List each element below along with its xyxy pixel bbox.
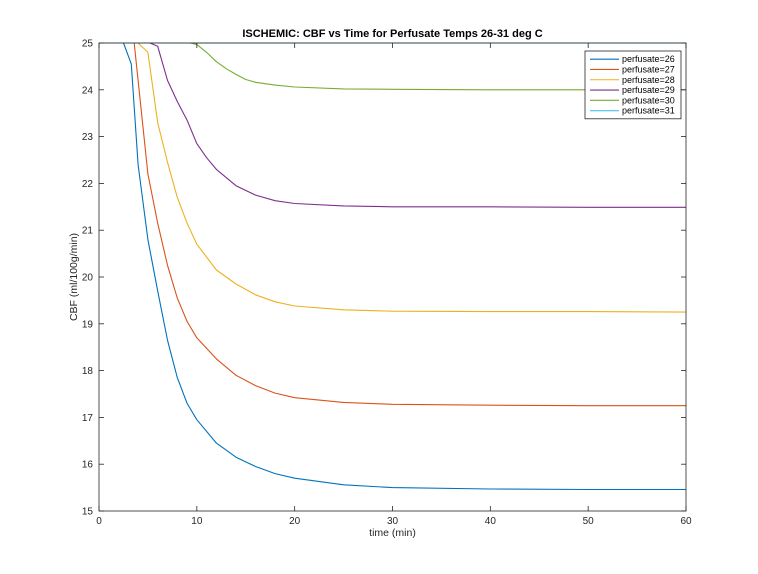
y-tick-label: 20 bbox=[82, 273, 94, 284]
series-line-5 bbox=[99, 42, 686, 91]
series-line-3 bbox=[99, 42, 687, 313]
x-axis-label: time (min) bbox=[369, 527, 416, 539]
x-tick-label: 60 bbox=[680, 516, 692, 527]
x-tick-label: 20 bbox=[289, 516, 301, 527]
y-tick-label: 15 bbox=[82, 507, 94, 518]
y-tick-label: 16 bbox=[82, 460, 94, 471]
y-tick-label: 25 bbox=[82, 39, 94, 50]
plot-area bbox=[99, 43, 686, 511]
legend-box bbox=[584, 50, 682, 120]
legend-entry: perfusate=27 bbox=[622, 64, 675, 74]
y-tick-label: 21 bbox=[82, 226, 94, 237]
x-tick-label: 30 bbox=[387, 516, 399, 527]
legend-entry: perfusate=28 bbox=[622, 75, 675, 85]
y-tick-label: 23 bbox=[82, 132, 94, 143]
y-tick-label: 17 bbox=[82, 413, 94, 424]
x-tick-label: 10 bbox=[191, 516, 203, 527]
x-tick-label: 40 bbox=[485, 516, 497, 527]
y-tick-label: 24 bbox=[82, 85, 94, 96]
legend-entry: perfusate=26 bbox=[622, 54, 675, 64]
legend-entry: perfusate=31 bbox=[622, 106, 675, 116]
legend-entry: perfusate=30 bbox=[622, 95, 675, 105]
axis-ticks: 0 10 20 30 40 50 60 15 16 17 18 19 20 21 22 23 24 25 bbox=[82, 39, 692, 528]
legend-entry: perfusate=29 bbox=[622, 85, 675, 95]
legend: perfusate=26perfusate=27perfusate=28perf… bbox=[584, 50, 682, 120]
series-line-2 bbox=[99, 42, 686, 407]
y-axis-label: CBF (ml/100g/min) bbox=[68, 233, 80, 321]
plot-frame bbox=[98, 42, 687, 512]
chart-title: ISCHEMIC: CBF vs Time for Perfusate Temp… bbox=[242, 28, 542, 40]
y-tick-label: 22 bbox=[82, 179, 94, 190]
x-tick-label: 0 bbox=[96, 516, 102, 527]
y-tick-label: 19 bbox=[82, 319, 94, 330]
x-tick-label: 50 bbox=[583, 516, 595, 527]
series-line-1 bbox=[99, 42, 686, 491]
y-tick-label: 18 bbox=[82, 366, 94, 377]
series-line-4 bbox=[99, 42, 686, 208]
